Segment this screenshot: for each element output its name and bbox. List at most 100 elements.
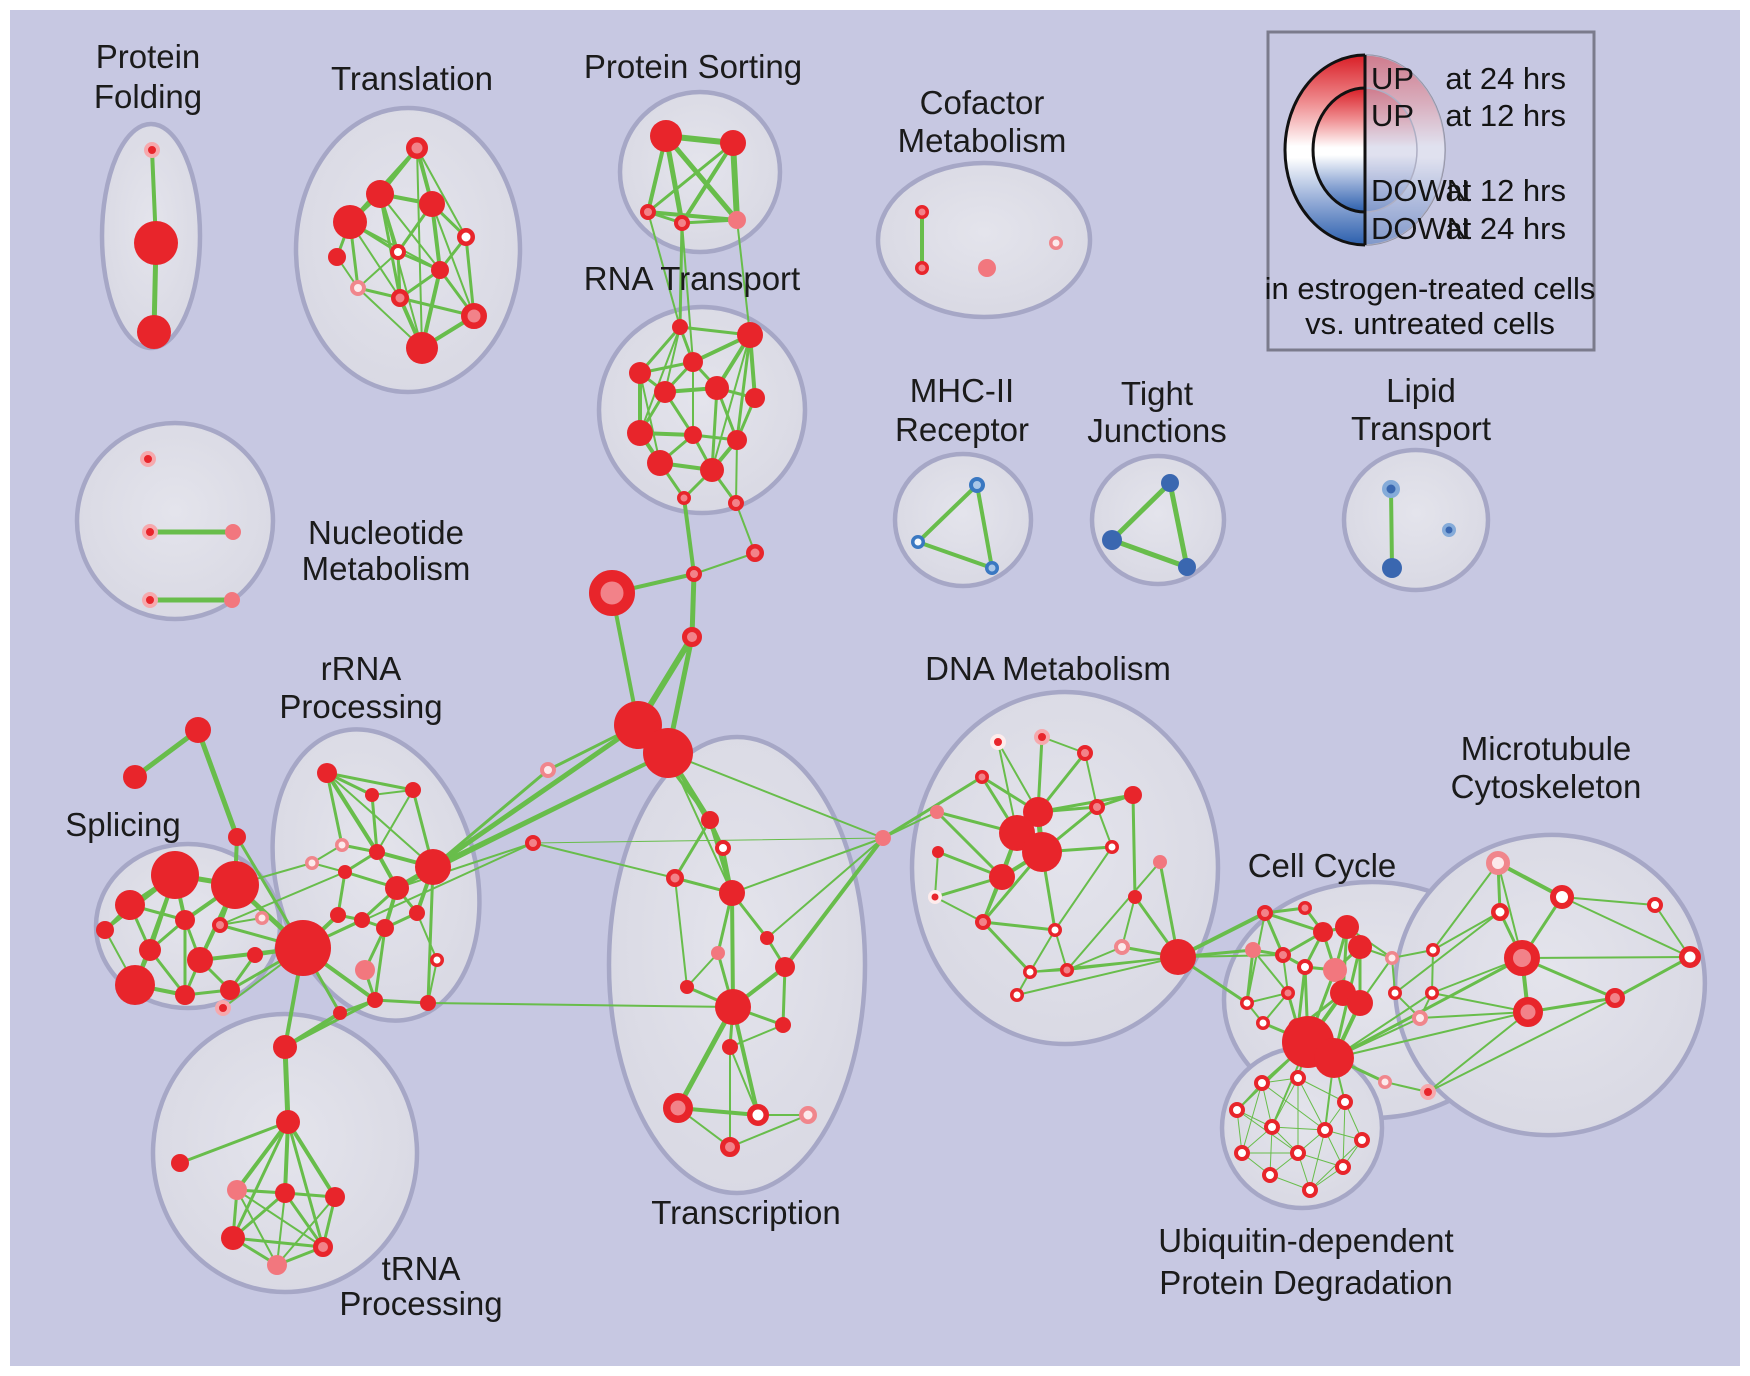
network-node-solid-red-up-both[interactable]: [273, 1035, 297, 1059]
network-node-solid-red-up-both[interactable]: [354, 912, 370, 928]
network-node-solid-red-up-both[interactable]: [1314, 1038, 1354, 1078]
network-node-solid-red-up-both[interactable]: [705, 376, 729, 400]
network-node-solid-red-up-both[interactable]: [700, 458, 724, 482]
network-node-red-ring-pink-center[interactable]: [677, 491, 691, 505]
network-node-solid-pink[interactable]: [1153, 855, 1167, 869]
network-node-red-ring-pink-center[interactable]: [663, 1093, 693, 1123]
network-node-solid-red-up-both[interactable]: [228, 828, 246, 846]
network-node-red-ring-white-center[interactable]: [1262, 1167, 1278, 1183]
network-node-solid-red-up-both[interactable]: [175, 985, 195, 1005]
network-node-solid-red-up-both[interactable]: [629, 362, 651, 384]
network-node-solid-blue-down-both[interactable]: [1161, 474, 1179, 492]
network-node-red-ring-white-center[interactable]: [430, 953, 444, 967]
network-node-light-ring-blue-center[interactable]: [1382, 480, 1400, 498]
network-node-red-ring-white-center[interactable]: [1105, 840, 1119, 854]
network-node-red-ring-white-center[interactable]: [1354, 1132, 1370, 1148]
network-node-solid-red-up-both[interactable]: [367, 992, 383, 1008]
network-node-red-ring-white-center[interactable]: [1240, 996, 1254, 1010]
network-node-solid-red-up-both[interactable]: [376, 919, 394, 937]
network-node-solid-red-up-both[interactable]: [1347, 990, 1373, 1016]
network-node-solid-red-up-both[interactable]: [115, 890, 145, 920]
network-node-solid-red-up-both[interactable]: [221, 1226, 245, 1250]
network-node-red-ring-pink-center[interactable]: [1257, 905, 1273, 921]
network-node-solid-red-up-both[interactable]: [1023, 797, 1053, 827]
network-node-red-ring-pink-center[interactable]: [212, 917, 228, 933]
network-node-solid-red-up-both[interactable]: [366, 180, 394, 208]
network-node-red-ring-pink-center[interactable]: [915, 261, 929, 275]
network-node-pink-ring-pale-center[interactable]: [1385, 951, 1399, 965]
network-node-solid-red-up-both[interactable]: [727, 430, 747, 450]
network-node-solid-red-up-both[interactable]: [276, 1110, 300, 1134]
network-node-pink-ring-pale-center[interactable]: [335, 838, 349, 852]
network-node-solid-red-up-both[interactable]: [684, 426, 702, 444]
network-node-red-ring-pink-center[interactable]: [975, 770, 989, 784]
network-node-solid-red-up-both[interactable]: [365, 788, 379, 802]
network-node-pink-ring-red-center[interactable]: [140, 451, 156, 467]
network-node-solid-red-up-both[interactable]: [722, 1039, 738, 1055]
network-node-pink-ring-pale-center[interactable]: [350, 280, 366, 296]
network-node-solid-red-up-both[interactable]: [1335, 915, 1359, 939]
network-node-pink-ring-pale-center[interactable]: [540, 762, 556, 778]
network-node-pink-ring-pale-center[interactable]: [1412, 1010, 1428, 1026]
network-node-red-ring-white-center[interactable]: [1491, 903, 1509, 921]
network-node-red-ring-pink-center[interactable]: [682, 627, 702, 647]
network-node-red-ring-pink-center[interactable]: [720, 1137, 740, 1157]
network-node-pink-ring-pale-center[interactable]: [255, 911, 269, 925]
network-node-solid-pink[interactable]: [225, 524, 241, 540]
network-node-solid-red-up-both[interactable]: [115, 965, 155, 1005]
network-node-solid-blue-down-both[interactable]: [1382, 558, 1402, 578]
network-node-solid-red-up-both[interactable]: [1128, 890, 1142, 904]
network-node-solid-red-up-both[interactable]: [989, 864, 1015, 890]
network-node-solid-pink[interactable]: [355, 960, 375, 980]
network-node-solid-red-up-both[interactable]: [1160, 939, 1196, 975]
network-node-blue-ring-light-center[interactable]: [985, 561, 999, 575]
network-node-solid-pink[interactable]: [875, 830, 891, 846]
network-node-red-ring-white-center[interactable]: [1679, 946, 1701, 968]
network-node-pink-ring-pale-center[interactable]: [1486, 851, 1510, 875]
network-node-red-ring-white-center[interactable]: [1317, 1122, 1333, 1138]
network-node-red-ring-white-center[interactable]: [1290, 1070, 1306, 1086]
network-node-pink-ring-red-center[interactable]: [1034, 729, 1050, 745]
network-node-solid-pink[interactable]: [227, 1180, 247, 1200]
network-node-solid-red-up-both[interactable]: [654, 381, 676, 403]
network-node-white-ring-red-center[interactable]: [990, 734, 1006, 750]
network-node-solid-red-up-both[interactable]: [643, 728, 693, 778]
network-node-solid-red-up-both[interactable]: [1124, 786, 1142, 804]
network-node-red-ring-white-center[interactable]: [1337, 1094, 1353, 1110]
network-node-solid-red-up-both[interactable]: [680, 980, 694, 994]
network-node-solid-red-up-both[interactable]: [275, 920, 331, 976]
network-node-red-ring-pink-center[interactable]: [1504, 940, 1540, 976]
network-node-solid-pink[interactable]: [267, 1255, 287, 1275]
network-node-solid-red-up-both[interactable]: [431, 261, 449, 279]
network-node-solid-red-up-both[interactable]: [333, 1006, 347, 1020]
network-node-solid-red-up-both[interactable]: [151, 851, 199, 899]
network-node-red-ring-pink-center[interactable]: [1077, 745, 1093, 761]
network-node-solid-red-up-both[interactable]: [220, 980, 240, 1000]
network-node-solid-red-up-both[interactable]: [683, 352, 703, 372]
network-node-red-ring-white-center[interactable]: [390, 244, 406, 260]
network-node-red-ring-white-center[interactable]: [1229, 1102, 1245, 1118]
network-node-red-ring-white-center[interactable]: [1426, 943, 1440, 957]
network-node-red-ring-pink-center[interactable]: [666, 869, 684, 887]
network-node-solid-pink[interactable]: [930, 805, 944, 819]
network-node-red-ring-white-center[interactable]: [715, 840, 731, 856]
network-node-red-ring-pink-center[interactable]: [1275, 947, 1291, 963]
network-node-red-ring-white-center[interactable]: [1425, 986, 1439, 1000]
network-node-solid-red-up-both[interactable]: [369, 844, 385, 860]
network-node-solid-red-up-both[interactable]: [715, 989, 751, 1025]
network-node-pink-ring-pale-center[interactable]: [1049, 236, 1063, 250]
network-node-red-ring-white-center[interactable]: [1388, 986, 1402, 1000]
network-node-red-ring-white-center[interactable]: [1023, 965, 1037, 979]
network-node-red-ring-pink-center[interactable]: [674, 215, 690, 231]
network-node-pink-ring-pale-center[interactable]: [1378, 1075, 1392, 1089]
network-node-solid-red-up-both[interactable]: [672, 319, 688, 335]
network-node-red-ring-white-center[interactable]: [1297, 959, 1313, 975]
network-node-solid-red-up-both[interactable]: [328, 248, 346, 266]
network-node-solid-red-up-both[interactable]: [139, 939, 161, 961]
network-node-solid-pink[interactable]: [224, 592, 240, 608]
network-node-solid-red-up-both[interactable]: [338, 865, 352, 879]
network-node-solid-red-up-both[interactable]: [1313, 922, 1333, 942]
network-node-pink-ring-red-center[interactable]: [144, 142, 160, 158]
network-node-solid-red-up-both[interactable]: [247, 947, 263, 963]
network-node-red-ring-pink-center[interactable]: [461, 303, 487, 329]
